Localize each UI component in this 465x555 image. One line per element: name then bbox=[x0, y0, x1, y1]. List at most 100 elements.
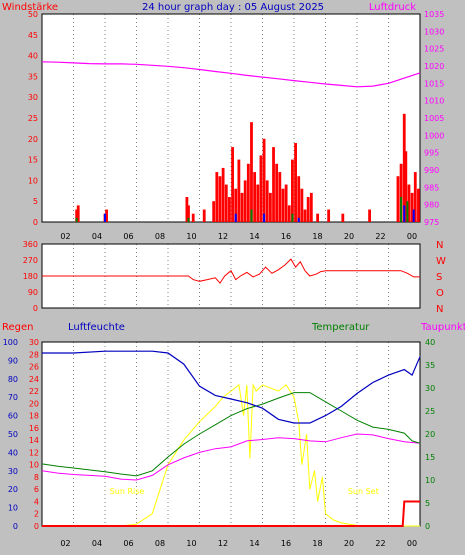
wind-bar bbox=[413, 172, 417, 222]
wind-x-tick-label: 18 bbox=[312, 232, 322, 241]
gust-bar bbox=[187, 217, 190, 222]
wind-bar bbox=[300, 188, 304, 222]
rain-y-tick-label: 16 bbox=[29, 424, 39, 433]
chart-title: 24 hour graph day : 05 August 2025 bbox=[142, 2, 324, 13]
wind-bar bbox=[237, 159, 241, 222]
gust-bar bbox=[412, 209, 415, 222]
wind-bar bbox=[262, 138, 266, 222]
wind-bar bbox=[212, 201, 216, 222]
temperature-title: Temperatur bbox=[311, 322, 370, 333]
compass-label: W bbox=[436, 256, 446, 267]
wind-bar bbox=[215, 172, 219, 222]
wind-bar bbox=[259, 155, 263, 222]
gust-bar bbox=[291, 213, 294, 222]
temperature-y-tick-label: 40 bbox=[425, 338, 435, 347]
rain-y-tick-label: 26 bbox=[29, 363, 39, 372]
wind-x-tick-label: 22 bbox=[375, 232, 385, 241]
wind-bar bbox=[407, 184, 411, 222]
direction-y-tick-label: 90 bbox=[28, 288, 38, 297]
rain-y-tick-label: 14 bbox=[29, 436, 39, 445]
wind-x-tick-label: 20 bbox=[344, 232, 354, 241]
wind-x-tick-label: 06 bbox=[123, 232, 133, 241]
temperature-y-tick-label: 20 bbox=[425, 430, 435, 439]
pressure-y-tick-label: 1025 bbox=[424, 45, 444, 54]
temperature-y-tick-label: 10 bbox=[425, 476, 435, 485]
wind-bar bbox=[327, 209, 331, 222]
wind-bar bbox=[218, 176, 222, 222]
wind-bar bbox=[224, 184, 228, 222]
wind-bar bbox=[316, 213, 320, 222]
humidity-line bbox=[42, 350, 421, 424]
wind-bar bbox=[191, 213, 195, 222]
pressure-y-tick-label: 990 bbox=[424, 166, 439, 175]
wind-bar bbox=[417, 188, 420, 222]
rain-y-tick-label: 22 bbox=[29, 387, 39, 396]
pressure-y-tick-label: 1005 bbox=[424, 114, 444, 123]
pressure-y-tick-label: 1020 bbox=[424, 62, 444, 71]
wind-bar bbox=[404, 151, 408, 222]
weather-x-tick-label: 22 bbox=[375, 539, 385, 548]
wind-bar bbox=[228, 197, 231, 222]
wind-y-tick-label: 25 bbox=[28, 114, 38, 123]
wind-y-tick-label: 0 bbox=[33, 218, 38, 227]
weather-x-tick-label: 02 bbox=[60, 539, 70, 548]
wind-bar bbox=[297, 176, 301, 222]
wind-y-tick-label: 45 bbox=[28, 31, 38, 40]
rain-title: Regen bbox=[2, 322, 34, 333]
pressure-y-tick-label: 1000 bbox=[424, 131, 444, 140]
gust-bar bbox=[403, 205, 406, 222]
weather-x-tick-label: 06 bbox=[123, 539, 133, 548]
pressure-y-tick-label: 1010 bbox=[424, 97, 444, 106]
compass-label: N bbox=[436, 240, 443, 251]
wind-bar bbox=[402, 113, 406, 222]
weather-x-tick-label: 18 bbox=[312, 539, 322, 548]
wind-bar bbox=[246, 163, 250, 222]
wind-bar bbox=[187, 205, 190, 222]
temperature-y-tick-label: 5 bbox=[425, 499, 430, 508]
temperature-y-tick-label: 30 bbox=[425, 384, 435, 393]
wind-bar bbox=[185, 197, 189, 222]
direction-y-tick-label: 360 bbox=[23, 240, 38, 249]
wind-bar bbox=[410, 192, 414, 222]
wind-bar bbox=[396, 176, 400, 222]
pressure-axis-title: Luftdruck bbox=[369, 2, 416, 13]
wind-pressure-panel: 0510152025303540455097598098599099510001… bbox=[2, 2, 444, 241]
gust-bar bbox=[406, 201, 409, 222]
compass-label: O bbox=[436, 288, 444, 299]
sun-set-label: Sun Set bbox=[348, 487, 379, 496]
humidity-y-tick-label: 80 bbox=[8, 375, 18, 384]
wind-bar bbox=[294, 142, 297, 222]
temperature-y-tick-label: 25 bbox=[425, 407, 435, 416]
wind-x-tick-label: 08 bbox=[155, 232, 165, 241]
wind-x-tick-label: 00 bbox=[407, 232, 417, 241]
wind-x-tick-label: 12 bbox=[218, 232, 228, 241]
wind-bar bbox=[240, 192, 244, 222]
weather-x-tick-label: 16 bbox=[281, 539, 291, 548]
gust-bar bbox=[250, 209, 253, 222]
wind-bar bbox=[303, 209, 307, 222]
gust-bar bbox=[297, 217, 300, 222]
weather-x-tick-label: 10 bbox=[186, 539, 196, 548]
gust-bar bbox=[400, 197, 403, 222]
wind-y-tick-label: 40 bbox=[28, 52, 38, 61]
pressure-y-tick-label: 975 bbox=[424, 218, 439, 227]
rain-y-tick-label: 30 bbox=[29, 338, 39, 347]
wind-bar bbox=[243, 180, 247, 222]
wind-bar bbox=[265, 180, 269, 222]
rain-y-tick-label: 12 bbox=[29, 448, 39, 457]
rain-y-tick-label: 0 bbox=[34, 522, 39, 531]
wind-bar bbox=[253, 172, 257, 222]
wind-y-tick-label: 10 bbox=[28, 176, 38, 185]
wind-bar bbox=[76, 205, 80, 222]
wind-bar bbox=[284, 184, 288, 222]
weather-x-tick-label: 04 bbox=[92, 539, 102, 548]
rain-line bbox=[42, 500, 420, 527]
compass-label: S bbox=[436, 272, 442, 283]
wind-bar bbox=[202, 209, 206, 222]
weather-panel: 0102030405060708090100024681012141618202… bbox=[2, 322, 465, 548]
wind-y-tick-label: 30 bbox=[28, 93, 38, 102]
wind-x-tick-label: 14 bbox=[249, 232, 259, 241]
wind-bar bbox=[105, 209, 108, 222]
wind-axis-title: Windstärke bbox=[2, 2, 58, 13]
humidity-y-tick-label: 30 bbox=[8, 467, 18, 476]
